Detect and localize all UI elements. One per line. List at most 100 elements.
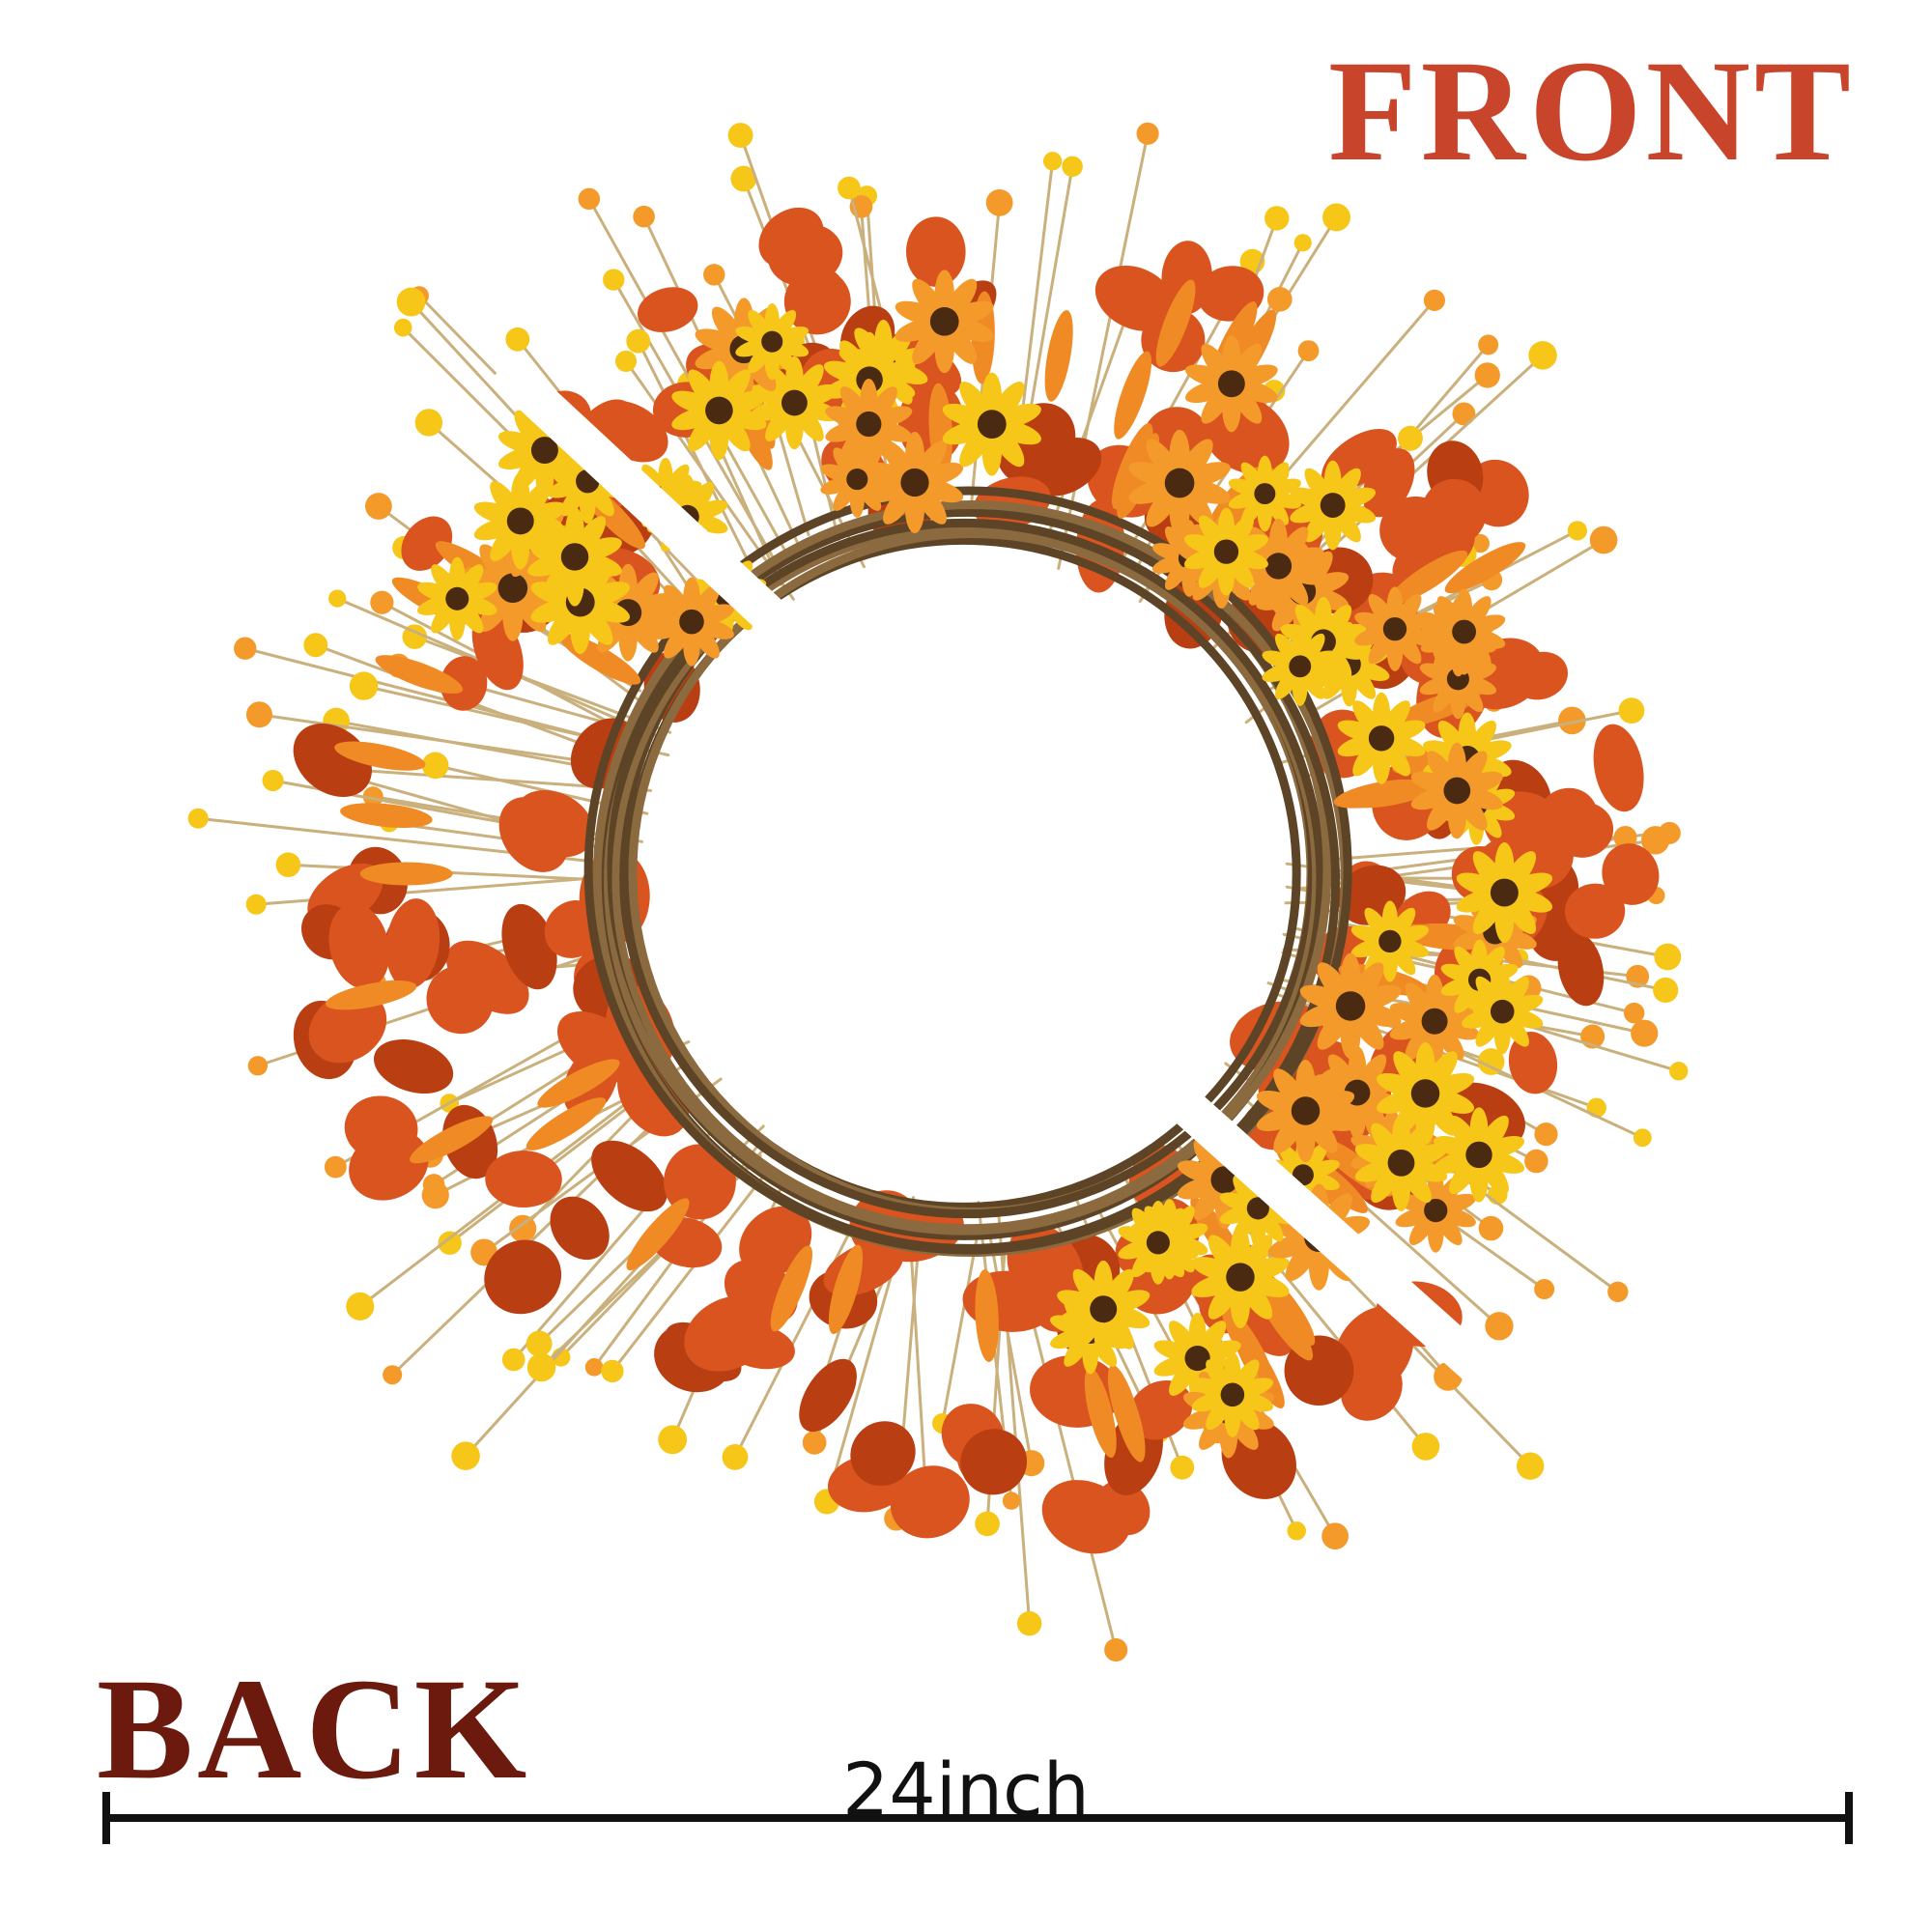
daisy-flower xyxy=(1376,1042,1475,1145)
eucalyptus-leaf xyxy=(1602,843,1660,905)
daisy-center xyxy=(506,507,534,535)
dimension-line xyxy=(106,1814,1850,1822)
daisy-center xyxy=(497,573,528,604)
stem-bud xyxy=(393,318,412,337)
wheat-sprig xyxy=(1221,1305,1274,1386)
daisy-center xyxy=(1246,1197,1269,1220)
eucalyptus-leaf xyxy=(1161,241,1212,315)
eucalyptus-leaf xyxy=(960,1429,1028,1495)
wheat-sprig xyxy=(626,1198,690,1271)
stem-bud xyxy=(722,1443,749,1470)
eucalyptus-leaf xyxy=(344,1095,418,1161)
dimension-cap-right xyxy=(1845,1792,1853,1844)
eucalyptus-leaf xyxy=(1362,448,1415,518)
stem-bud xyxy=(247,1056,269,1076)
daisy-center xyxy=(705,396,733,425)
stem-bud xyxy=(501,1348,526,1372)
daisy-center xyxy=(1254,483,1276,505)
stem-bud xyxy=(1423,289,1446,311)
stem xyxy=(637,339,753,569)
daisy-flower xyxy=(1337,692,1426,784)
vine-strand xyxy=(603,518,1325,1240)
daisy-flower xyxy=(1350,900,1430,982)
daisy-center xyxy=(846,469,868,491)
stem-bud xyxy=(1264,206,1290,231)
stem-bud xyxy=(1654,943,1682,971)
stem-bud xyxy=(1170,1455,1195,1480)
stem-bud xyxy=(1411,1433,1440,1461)
daisy-center xyxy=(1213,539,1239,564)
stem-bud xyxy=(703,264,725,286)
daisy-center xyxy=(761,330,783,353)
stem xyxy=(390,1090,689,1377)
daisy-flower xyxy=(671,360,767,461)
stem-bud xyxy=(614,350,638,372)
daisy-flower xyxy=(1434,1107,1525,1203)
stem-bud xyxy=(1613,826,1637,849)
wheat-sprig xyxy=(1044,310,1073,402)
stem-bud xyxy=(601,1359,624,1383)
daisy-center xyxy=(679,609,704,635)
stem-bud xyxy=(584,1357,604,1377)
daisy-flower xyxy=(649,577,734,667)
wheat-sprig xyxy=(537,1059,620,1108)
back-label: BACK xyxy=(97,1649,531,1809)
eucalyptus-leaf xyxy=(767,226,823,285)
eucalyptus-leaf xyxy=(1128,1379,1193,1440)
daisy-center xyxy=(1378,929,1402,953)
stem-bud xyxy=(187,808,209,829)
daisy-center xyxy=(1320,493,1346,518)
eucalyptus-leaf xyxy=(401,516,453,571)
eucalyptus-leaf xyxy=(1028,438,1102,497)
stem-bud xyxy=(1104,1637,1128,1662)
stem-bud xyxy=(730,165,757,192)
stem-bud xyxy=(1266,286,1293,312)
daisy-center xyxy=(1210,1166,1238,1194)
wheat-sprig xyxy=(526,1097,607,1151)
stem-bud xyxy=(603,269,625,291)
stem-bud xyxy=(526,1352,556,1382)
stem-bud xyxy=(1524,1149,1548,1174)
stem-bud xyxy=(578,187,601,211)
daisy-center xyxy=(1184,1345,1210,1372)
daisy-center xyxy=(445,586,469,611)
eucalyptus-leaf xyxy=(739,1206,812,1277)
divider-lower xyxy=(1146,1067,1540,1425)
stem-bud xyxy=(245,701,272,728)
stem-bud xyxy=(1470,533,1490,554)
stem-bud xyxy=(1485,1312,1514,1341)
wheat-sprig xyxy=(1256,1283,1314,1361)
daisy-flower xyxy=(942,372,1041,476)
stem-bud xyxy=(365,493,392,520)
eucalyptus-leaf xyxy=(1379,496,1450,562)
daisy-center xyxy=(1387,1149,1415,1177)
stem-bud xyxy=(1477,1048,1505,1075)
stem xyxy=(987,1229,1034,1465)
stem-bud xyxy=(1589,526,1618,554)
daisy-center xyxy=(1452,619,1477,644)
dimension-cap-left xyxy=(102,1792,110,1844)
stem-bud xyxy=(1558,706,1586,735)
wreath-flowers xyxy=(417,270,1553,1459)
stem-bud xyxy=(1062,156,1083,178)
eucalyptus-leaf xyxy=(328,903,390,989)
daisy-center xyxy=(1146,1231,1170,1255)
stem-bud xyxy=(362,786,384,808)
eucalyptus-leaf xyxy=(906,216,966,287)
eucalyptus-leaf xyxy=(373,1038,454,1094)
stem-bud xyxy=(727,123,753,149)
eucalyptus-leaf xyxy=(890,1465,970,1539)
stem-bud xyxy=(346,1292,375,1321)
stem-bud xyxy=(370,590,394,614)
daisy-flower xyxy=(1354,586,1435,671)
stem-bud xyxy=(975,1511,1000,1537)
stem-bud xyxy=(1042,152,1063,171)
eucalyptus-leaf xyxy=(1508,1032,1558,1094)
stem-bud xyxy=(1623,1002,1645,1024)
eucalyptus-leaf xyxy=(501,903,557,990)
stem-bud xyxy=(1474,362,1500,388)
daisy-flower xyxy=(1422,588,1506,675)
front-back-divider xyxy=(489,353,1540,1425)
stem xyxy=(1057,131,1150,570)
